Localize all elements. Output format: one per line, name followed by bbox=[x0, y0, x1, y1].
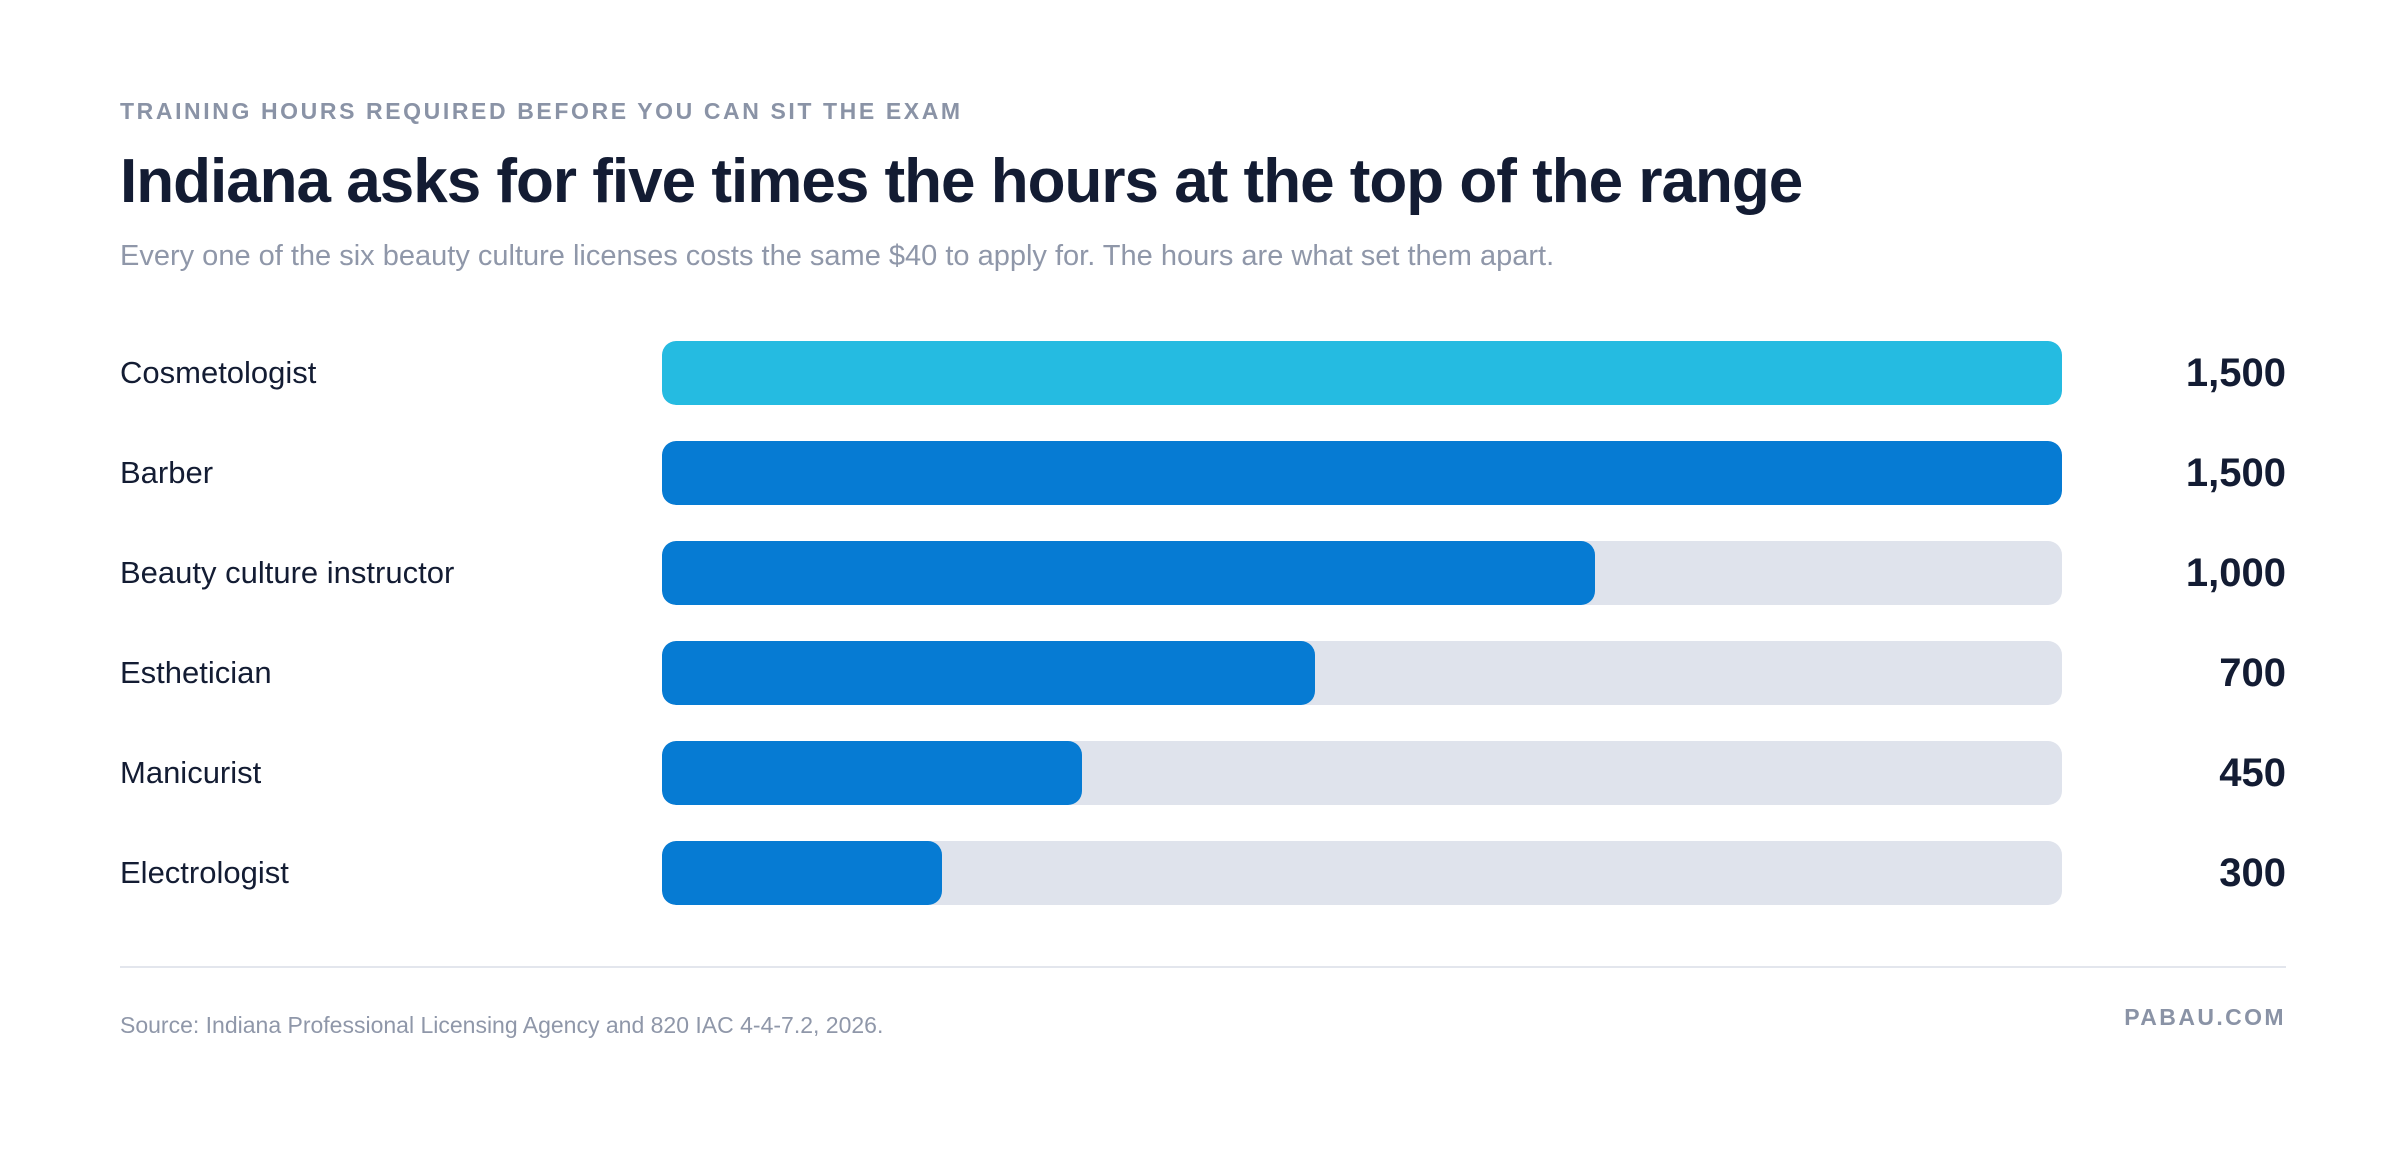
bar-category-label: Esthetician bbox=[120, 655, 272, 690]
bar-chart: Cosmetologist 1,500 Barber 1,500 Beauty cult… bbox=[120, 340, 2286, 910]
bar-category-label: Manicurist bbox=[120, 755, 262, 790]
bar bbox=[662, 841, 942, 905]
bar-row: Cosmetologist 1,500 bbox=[120, 340, 2286, 406]
chart-subtitle: Every one of the six beauty culture lice… bbox=[120, 240, 1555, 272]
chart-title: Indiana asks for five times the hours at… bbox=[120, 147, 1803, 216]
bar-value-label: 1,500 bbox=[2185, 351, 2286, 395]
bar bbox=[662, 441, 2062, 505]
chart-card: TRAINING HOURS REQUIRED BEFORE YOU CAN S… bbox=[120, 0, 2286, 1150]
bar-value-label: 1,500 bbox=[2185, 451, 2286, 495]
bar-track bbox=[662, 341, 2062, 405]
bar-category-label: Barber bbox=[120, 455, 214, 490]
bar-track bbox=[662, 841, 2062, 905]
bar-row: Electrologist 300 bbox=[120, 840, 2286, 906]
bar-value-label: 300 bbox=[2219, 851, 2286, 895]
brand-wordmark: PABAU.COM bbox=[2124, 1004, 2286, 1030]
bar-track bbox=[662, 541, 2062, 605]
bar-row: Esthetician 700 bbox=[120, 640, 2286, 706]
bar-category-label: Cosmetologist bbox=[120, 355, 317, 390]
bar-track bbox=[662, 441, 2062, 505]
bar-value-label: 700 bbox=[2219, 651, 2286, 695]
bar bbox=[662, 641, 1315, 705]
source-note: Source: Indiana Professional Licensing A… bbox=[120, 1012, 884, 1038]
bar-value-label: 1,000 bbox=[2185, 551, 2286, 595]
bar-value-label: 450 bbox=[2219, 751, 2286, 795]
bar-row: Barber 1,500 bbox=[120, 440, 2286, 506]
chart-eyebrow: TRAINING HOURS REQUIRED BEFORE YOU CAN S… bbox=[120, 98, 963, 124]
footer-divider bbox=[120, 966, 2286, 968]
bar-track bbox=[662, 641, 2062, 705]
bar-category-label: Beauty culture instructor bbox=[120, 555, 455, 590]
bar-row: Beauty culture instructor 1,000 bbox=[120, 540, 2286, 606]
bar-track bbox=[662, 741, 2062, 805]
bar-row: Manicurist 450 bbox=[120, 740, 2286, 806]
bar-category-label: Electrologist bbox=[120, 855, 289, 890]
bar bbox=[662, 741, 1082, 805]
bar bbox=[662, 341, 2062, 405]
bar bbox=[662, 541, 1595, 605]
